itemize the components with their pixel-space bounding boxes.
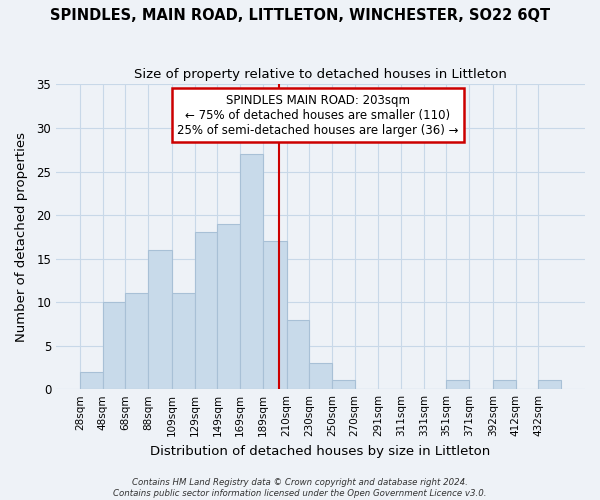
Bar [309,363,332,389]
Bar [287,320,309,389]
Text: SPINDLES, MAIN ROAD, LITTLETON, WINCHESTER, SO22 6QT: SPINDLES, MAIN ROAD, LITTLETON, WINCHEST… [50,8,550,22]
Bar [493,380,515,389]
Bar [103,302,125,389]
Text: Contains HM Land Registry data © Crown copyright and database right 2024.
Contai: Contains HM Land Registry data © Crown c… [113,478,487,498]
Bar [194,232,217,389]
Y-axis label: Number of detached properties: Number of detached properties [15,132,28,342]
Bar [538,380,561,389]
Bar [240,154,263,389]
Title: Size of property relative to detached houses in Littleton: Size of property relative to detached ho… [134,68,507,80]
Bar [217,224,240,389]
Bar [148,250,172,389]
Bar [263,241,287,389]
Bar [446,380,469,389]
Bar [125,294,148,389]
Bar [172,294,194,389]
Bar [80,372,103,389]
Bar [332,380,355,389]
Text: SPINDLES MAIN ROAD: 203sqm
← 75% of detached houses are smaller (110)
25% of sem: SPINDLES MAIN ROAD: 203sqm ← 75% of deta… [177,94,458,136]
X-axis label: Distribution of detached houses by size in Littleton: Distribution of detached houses by size … [151,444,491,458]
